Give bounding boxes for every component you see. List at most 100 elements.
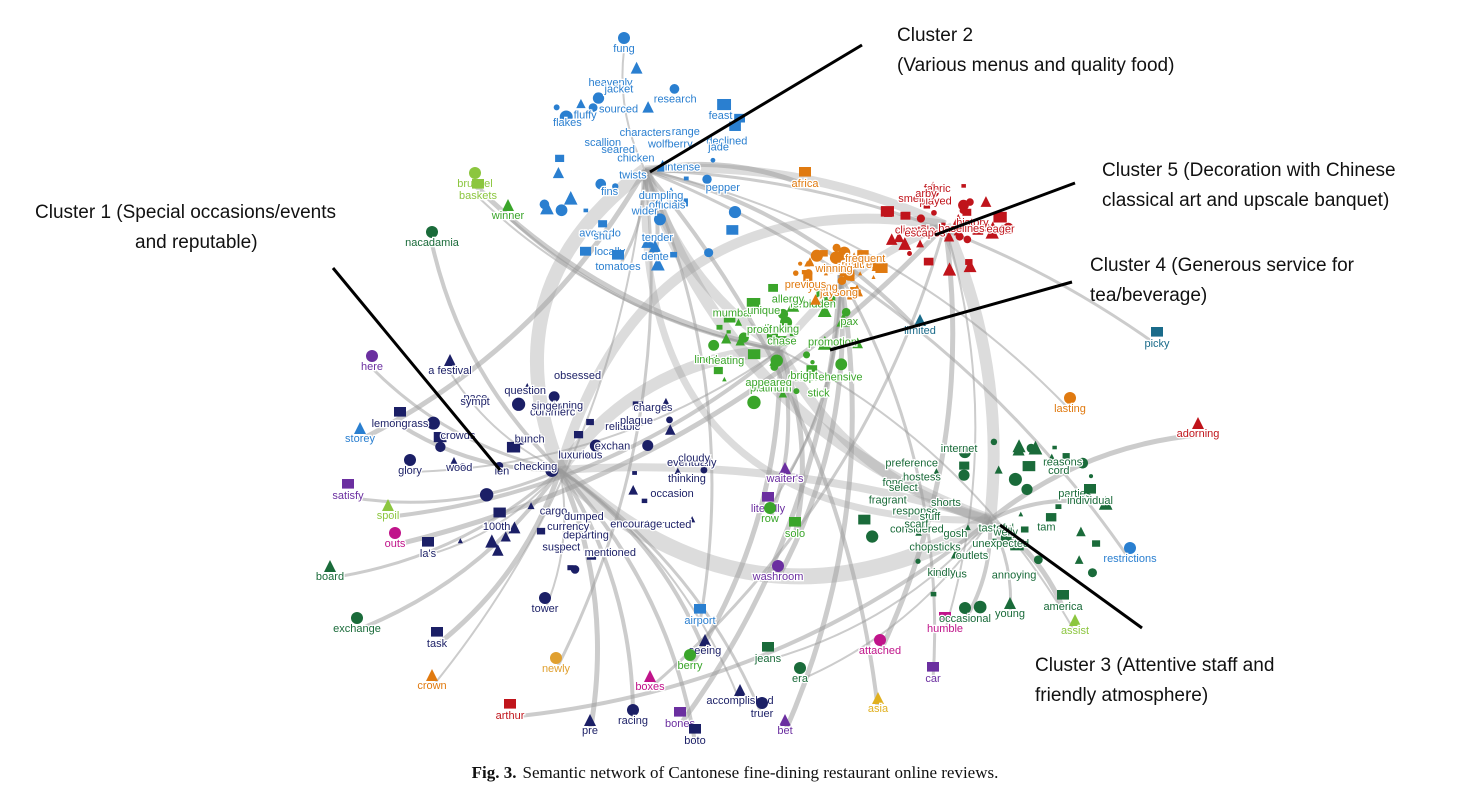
node-label: truer	[751, 708, 774, 720]
node-marker	[665, 424, 676, 435]
node-label: mentioned	[585, 547, 636, 559]
node-marker	[900, 211, 911, 220]
node-marker	[618, 32, 630, 44]
node-marker	[555, 204, 568, 217]
node-marker	[563, 191, 578, 205]
node-marker	[657, 192, 664, 200]
node-marker	[1098, 496, 1113, 510]
node-marker	[435, 441, 446, 453]
node-marker	[689, 516, 696, 523]
node-label: tomatoes	[595, 261, 641, 273]
node-label: africa	[792, 178, 820, 190]
node-marker	[931, 468, 942, 478]
node-marker	[612, 250, 624, 260]
node-marker	[799, 167, 811, 177]
node-marker	[713, 366, 723, 375]
node-marker	[469, 167, 481, 179]
node-label: intense	[665, 161, 700, 173]
node-marker	[993, 211, 1007, 223]
node-marker	[931, 209, 937, 216]
node-marker	[747, 395, 761, 410]
node-marker	[803, 351, 811, 359]
node-marker	[1151, 327, 1163, 337]
node-marker	[689, 724, 701, 734]
node-label: outlets	[956, 550, 989, 562]
node-marker	[858, 271, 863, 276]
node-label: occasion	[650, 488, 693, 500]
node-label: exchange	[333, 623, 381, 635]
node-marker	[827, 265, 836, 274]
edge	[398, 423, 561, 473]
node-marker	[829, 251, 843, 264]
node-marker	[552, 166, 565, 179]
node-marker	[785, 380, 791, 387]
node-marker	[793, 388, 800, 395]
node-label: dente	[641, 251, 669, 263]
node-marker	[668, 187, 674, 192]
node-marker	[756, 697, 768, 709]
node-marker	[958, 469, 970, 481]
node-marker	[342, 479, 354, 489]
node-marker	[943, 231, 955, 242]
node-marker	[444, 354, 456, 366]
node-marker	[324, 560, 336, 572]
node-marker	[506, 441, 521, 453]
node-label: promotion	[808, 337, 857, 349]
node-label: eager	[987, 224, 1015, 236]
node-label: wolfberry	[647, 139, 693, 151]
node-label: berry	[677, 660, 703, 672]
node-marker	[792, 270, 799, 276]
node-marker	[640, 174, 645, 179]
caption-label: Fig. 3.	[472, 763, 517, 782]
callout-line	[649, 43, 863, 174]
node-marker	[927, 662, 939, 672]
node-marker	[818, 285, 823, 291]
edge	[777, 349, 805, 536]
node-label: heavenly	[589, 77, 634, 89]
node-label: luxurious	[558, 450, 603, 462]
node-marker	[1092, 540, 1101, 547]
node-marker	[898, 237, 912, 250]
node-marker	[589, 439, 603, 452]
node-label: newly	[542, 663, 571, 675]
node-label: select	[889, 482, 918, 494]
node-label: pace	[464, 392, 488, 404]
node-label: question	[504, 385, 546, 397]
node-marker	[990, 438, 998, 446]
edge	[644, 169, 1071, 411]
node-marker	[817, 335, 832, 350]
node-marker	[819, 250, 828, 257]
node-label: winning	[814, 263, 852, 275]
edge	[558, 468, 636, 723]
node-label: comprehensive	[788, 371, 863, 383]
node-label: young	[808, 282, 838, 294]
node-marker	[961, 184, 966, 188]
node-marker	[721, 333, 732, 344]
node-marker	[559, 110, 573, 124]
node-label: currency	[547, 521, 590, 533]
node-label: mumbai	[713, 307, 752, 319]
callout-line	[829, 280, 1073, 352]
node-marker	[627, 704, 639, 716]
node-marker	[683, 176, 689, 181]
node-label: 100th	[483, 521, 511, 533]
node-marker	[915, 558, 921, 564]
edge	[621, 49, 646, 171]
node-label: young	[995, 608, 1025, 620]
node-label: bet	[777, 725, 792, 737]
node-label: cargo	[540, 505, 568, 517]
callouts	[331, 43, 1143, 630]
node-marker	[762, 642, 774, 652]
node-label: car	[925, 673, 941, 685]
node-marker	[728, 205, 742, 219]
node-marker	[789, 330, 797, 337]
node-marker	[805, 257, 815, 267]
node-marker	[511, 397, 526, 411]
node-label: escapes	[905, 227, 946, 239]
node-marker	[500, 531, 511, 542]
edge	[989, 498, 1091, 522]
node-marker	[779, 714, 791, 726]
node-marker	[866, 530, 879, 543]
node-marker	[729, 121, 741, 131]
node-label: bonus	[937, 568, 967, 580]
